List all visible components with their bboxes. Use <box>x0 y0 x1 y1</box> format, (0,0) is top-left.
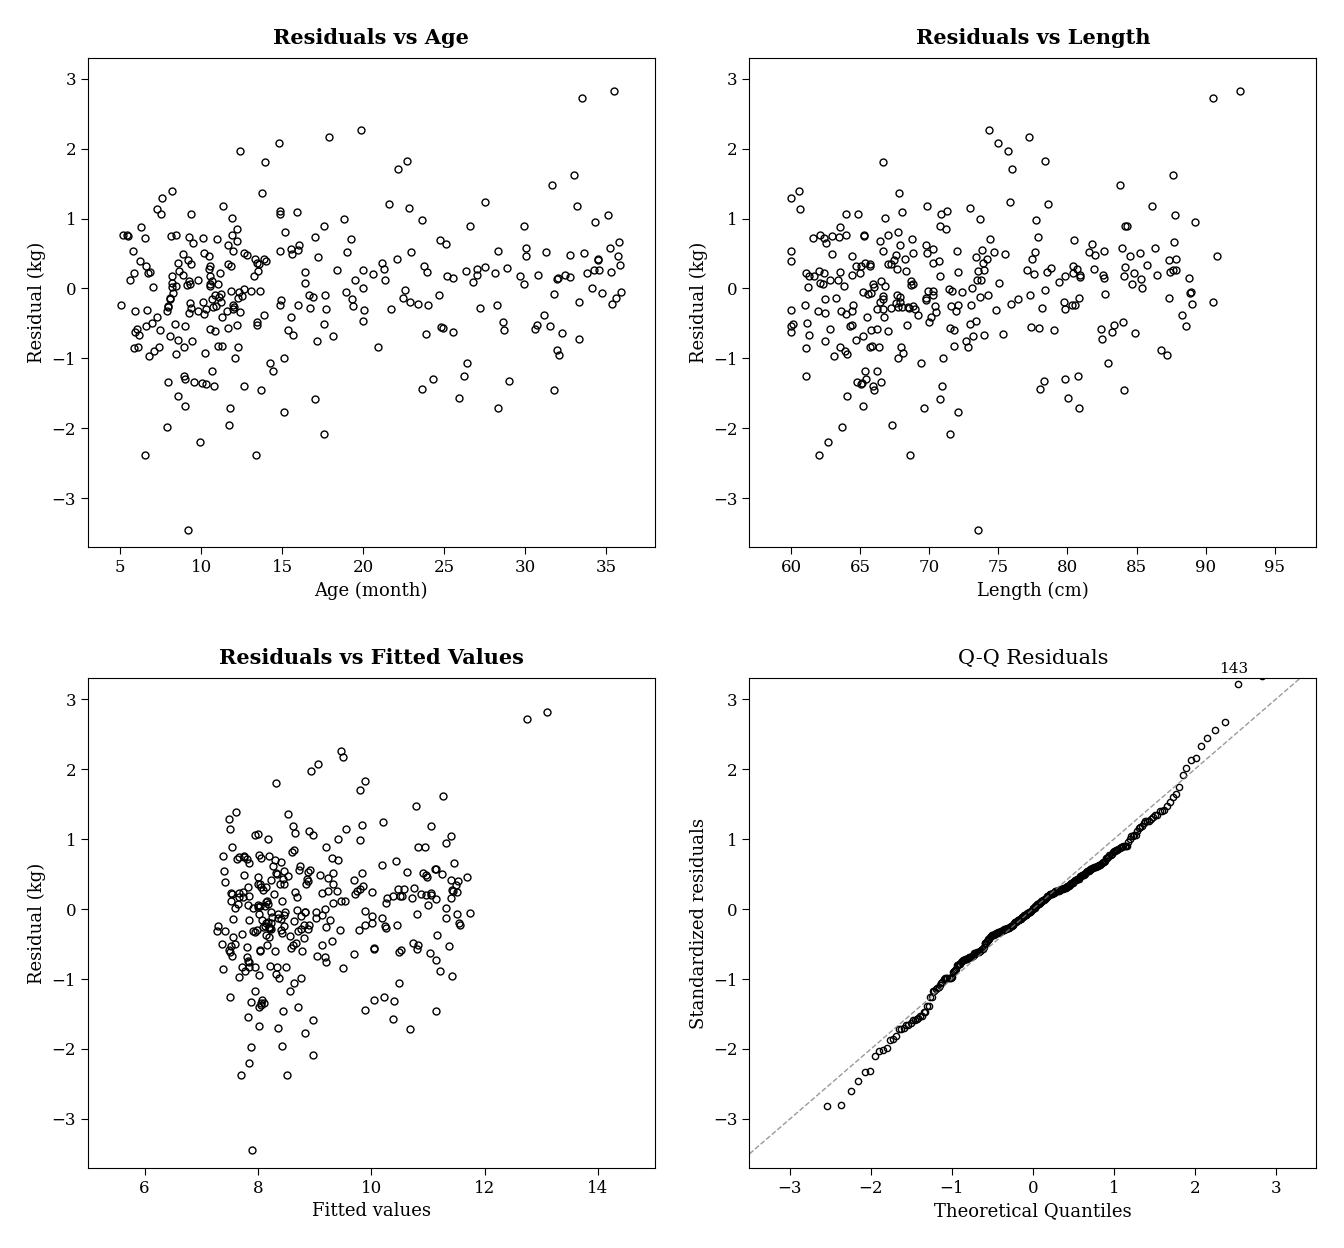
Text: 143: 143 <box>1219 661 1249 676</box>
Title: Residuals vs Length: Residuals vs Length <box>915 27 1150 47</box>
Y-axis label: Standardized residuals: Standardized residuals <box>689 817 707 1028</box>
X-axis label: Length (cm): Length (cm) <box>977 582 1089 600</box>
Title: Residuals vs Fitted Values: Residuals vs Fitted Values <box>219 649 524 669</box>
X-axis label: Age (month): Age (month) <box>314 582 427 600</box>
X-axis label: Theoretical Quantiles: Theoretical Quantiles <box>934 1202 1132 1221</box>
Title: Q-Q Residuals: Q-Q Residuals <box>957 649 1107 669</box>
Title: Residuals vs Age: Residuals vs Age <box>273 27 469 47</box>
Y-axis label: Residual (kg): Residual (kg) <box>28 242 46 363</box>
X-axis label: Fitted values: Fitted values <box>312 1202 431 1221</box>
Y-axis label: Residual (kg): Residual (kg) <box>28 862 46 983</box>
Y-axis label: Residual (kg): Residual (kg) <box>689 242 707 363</box>
